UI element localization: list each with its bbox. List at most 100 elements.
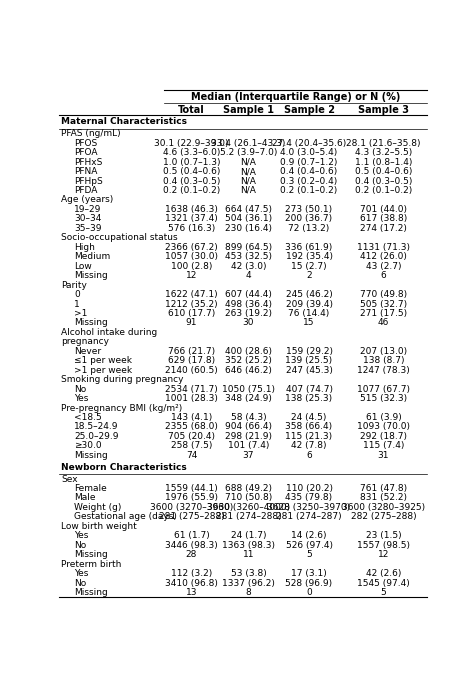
Text: PFHxS: PFHxS	[74, 158, 102, 166]
Text: 498 (36.4): 498 (36.4)	[225, 299, 272, 309]
Text: 30: 30	[243, 318, 254, 328]
Text: 25.0–29.9: 25.0–29.9	[74, 432, 118, 441]
Text: 1050 (75.1): 1050 (75.1)	[222, 385, 275, 394]
Text: 1545 (97.4): 1545 (97.4)	[357, 578, 410, 588]
Text: Low: Low	[74, 262, 91, 271]
Text: 292 (18.7): 292 (18.7)	[360, 432, 407, 441]
Text: Missing: Missing	[74, 451, 108, 460]
Text: 766 (21.7): 766 (21.7)	[168, 347, 215, 356]
Text: Yes: Yes	[74, 569, 88, 578]
Text: 1.0 (0.7–1.3): 1.0 (0.7–1.3)	[163, 158, 220, 166]
Text: ≤1 per week: ≤1 per week	[74, 357, 132, 365]
Text: 138 (8.7): 138 (8.7)	[363, 357, 404, 365]
Text: 42 (3.0): 42 (3.0)	[231, 262, 266, 271]
Text: Sample 3: Sample 3	[358, 104, 409, 115]
Text: 30–34: 30–34	[74, 214, 101, 223]
Text: Maternal Characteristics: Maternal Characteristics	[61, 117, 187, 127]
Text: 207 (13.0): 207 (13.0)	[360, 347, 407, 356]
Text: 610 (17.7): 610 (17.7)	[168, 309, 215, 318]
Text: 2: 2	[306, 271, 312, 280]
Text: 5: 5	[306, 550, 312, 559]
Text: PFOA: PFOA	[74, 148, 98, 157]
Text: No: No	[74, 578, 86, 588]
Text: 0.4 (0.4–0.6): 0.4 (0.4–0.6)	[281, 167, 337, 176]
Text: 27.4 (20.4–35.6): 27.4 (20.4–35.6)	[272, 139, 346, 148]
Text: 112 (3.2): 112 (3.2)	[171, 569, 212, 578]
Text: 263 (19.2): 263 (19.2)	[225, 309, 272, 318]
Text: Low birth weight: Low birth weight	[61, 522, 137, 531]
Text: 43 (2.7): 43 (2.7)	[365, 262, 401, 271]
Text: 3410 (96.8): 3410 (96.8)	[165, 578, 218, 588]
Text: 110 (20.2): 110 (20.2)	[285, 484, 333, 493]
Text: 13: 13	[186, 588, 197, 597]
Text: 61 (1.7): 61 (1.7)	[173, 531, 210, 541]
Text: 352 (25.2): 352 (25.2)	[225, 357, 272, 365]
Text: Socio-occupational status: Socio-occupational status	[61, 233, 178, 242]
Text: 705 (20.4): 705 (20.4)	[168, 432, 215, 441]
Text: 19–29: 19–29	[74, 205, 101, 214]
Text: 101 (7.4): 101 (7.4)	[228, 441, 269, 450]
Text: 4: 4	[246, 271, 251, 280]
Text: 298 (21.9): 298 (21.9)	[225, 432, 272, 441]
Text: 1622 (47.1): 1622 (47.1)	[165, 290, 218, 299]
Text: 8: 8	[246, 588, 251, 597]
Text: >1 per week: >1 per week	[74, 366, 132, 375]
Text: 247 (45.3): 247 (45.3)	[286, 366, 332, 375]
Text: 1321 (37.4): 1321 (37.4)	[165, 214, 218, 223]
Text: 435 (79.8): 435 (79.8)	[285, 493, 333, 502]
Text: 1131 (71.3): 1131 (71.3)	[357, 243, 410, 252]
Text: 5.2 (3.9–7.0): 5.2 (3.9–7.0)	[220, 148, 277, 157]
Text: 1001 (28.3): 1001 (28.3)	[165, 394, 218, 403]
Text: Pre-pregnancy BMI (kg/m²): Pre-pregnancy BMI (kg/m²)	[61, 404, 182, 412]
Text: 3446 (98.3): 3446 (98.3)	[165, 541, 218, 550]
Text: 35–39: 35–39	[74, 224, 101, 233]
Text: 528 (96.9): 528 (96.9)	[285, 578, 333, 588]
Text: 18.5–24.9: 18.5–24.9	[74, 423, 118, 431]
Text: Gestational age (days): Gestational age (days)	[74, 512, 177, 522]
Text: 115 (21.3): 115 (21.3)	[285, 432, 333, 441]
Text: 0.5 (0.4–0.6): 0.5 (0.4–0.6)	[163, 167, 220, 176]
Text: <18.5: <18.5	[74, 413, 102, 422]
Text: 14 (2.6): 14 (2.6)	[292, 531, 327, 541]
Text: 1247 (78.3): 1247 (78.3)	[357, 366, 410, 375]
Text: PFHpS: PFHpS	[74, 177, 103, 185]
Text: 770 (49.8): 770 (49.8)	[360, 290, 407, 299]
Text: Age (years): Age (years)	[61, 195, 113, 204]
Text: 5: 5	[381, 588, 386, 597]
Text: 139 (25.5): 139 (25.5)	[285, 357, 333, 365]
Text: 53 (3.8): 53 (3.8)	[230, 569, 266, 578]
Text: 33.4 (26.1–43.3): 33.4 (26.1–43.3)	[211, 139, 286, 148]
Text: 17 (3.1): 17 (3.1)	[291, 569, 327, 578]
Text: 1337 (96.2): 1337 (96.2)	[222, 578, 275, 588]
Text: 200 (36.7): 200 (36.7)	[285, 214, 333, 223]
Text: 12: 12	[186, 271, 197, 280]
Text: 11: 11	[243, 550, 254, 559]
Text: Alcohol intake during: Alcohol intake during	[61, 328, 157, 338]
Text: Weight (g): Weight (g)	[74, 503, 121, 512]
Text: 2355 (68.0): 2355 (68.0)	[165, 423, 218, 431]
Text: 607 (44.4): 607 (44.4)	[225, 290, 272, 299]
Text: 3630 (3260–4000): 3630 (3260–4000)	[207, 503, 290, 512]
Text: 245 (46.2): 245 (46.2)	[286, 290, 332, 299]
Text: 271 (17.5): 271 (17.5)	[360, 309, 407, 318]
Text: 282 (275–288): 282 (275–288)	[351, 512, 416, 522]
Text: Sample 2: Sample 2	[283, 104, 335, 115]
Text: 31: 31	[378, 451, 389, 460]
Text: 348 (24.9): 348 (24.9)	[225, 394, 272, 403]
Text: 138 (25.3): 138 (25.3)	[285, 394, 333, 403]
Text: 209 (39.4): 209 (39.4)	[285, 299, 333, 309]
Text: 6: 6	[381, 271, 386, 280]
Text: 526 (97.4): 526 (97.4)	[285, 541, 333, 550]
Text: 3600 (3280–3925): 3600 (3280–3925)	[342, 503, 425, 512]
Text: 688 (49.2): 688 (49.2)	[225, 484, 272, 493]
Text: 0.9 (0.7–1.2): 0.9 (0.7–1.2)	[280, 158, 338, 166]
Text: Preterm birth: Preterm birth	[61, 559, 121, 569]
Text: 100 (2.8): 100 (2.8)	[171, 262, 212, 271]
Text: 0.4 (0.3–0.5): 0.4 (0.3–0.5)	[163, 177, 220, 185]
Text: 2534 (71.7): 2534 (71.7)	[165, 385, 218, 394]
Text: 15: 15	[303, 318, 315, 328]
Text: 629 (17.8): 629 (17.8)	[168, 357, 215, 365]
Text: 0: 0	[306, 588, 312, 597]
Text: 258 (7.5): 258 (7.5)	[171, 441, 212, 450]
Text: 91: 91	[186, 318, 197, 328]
